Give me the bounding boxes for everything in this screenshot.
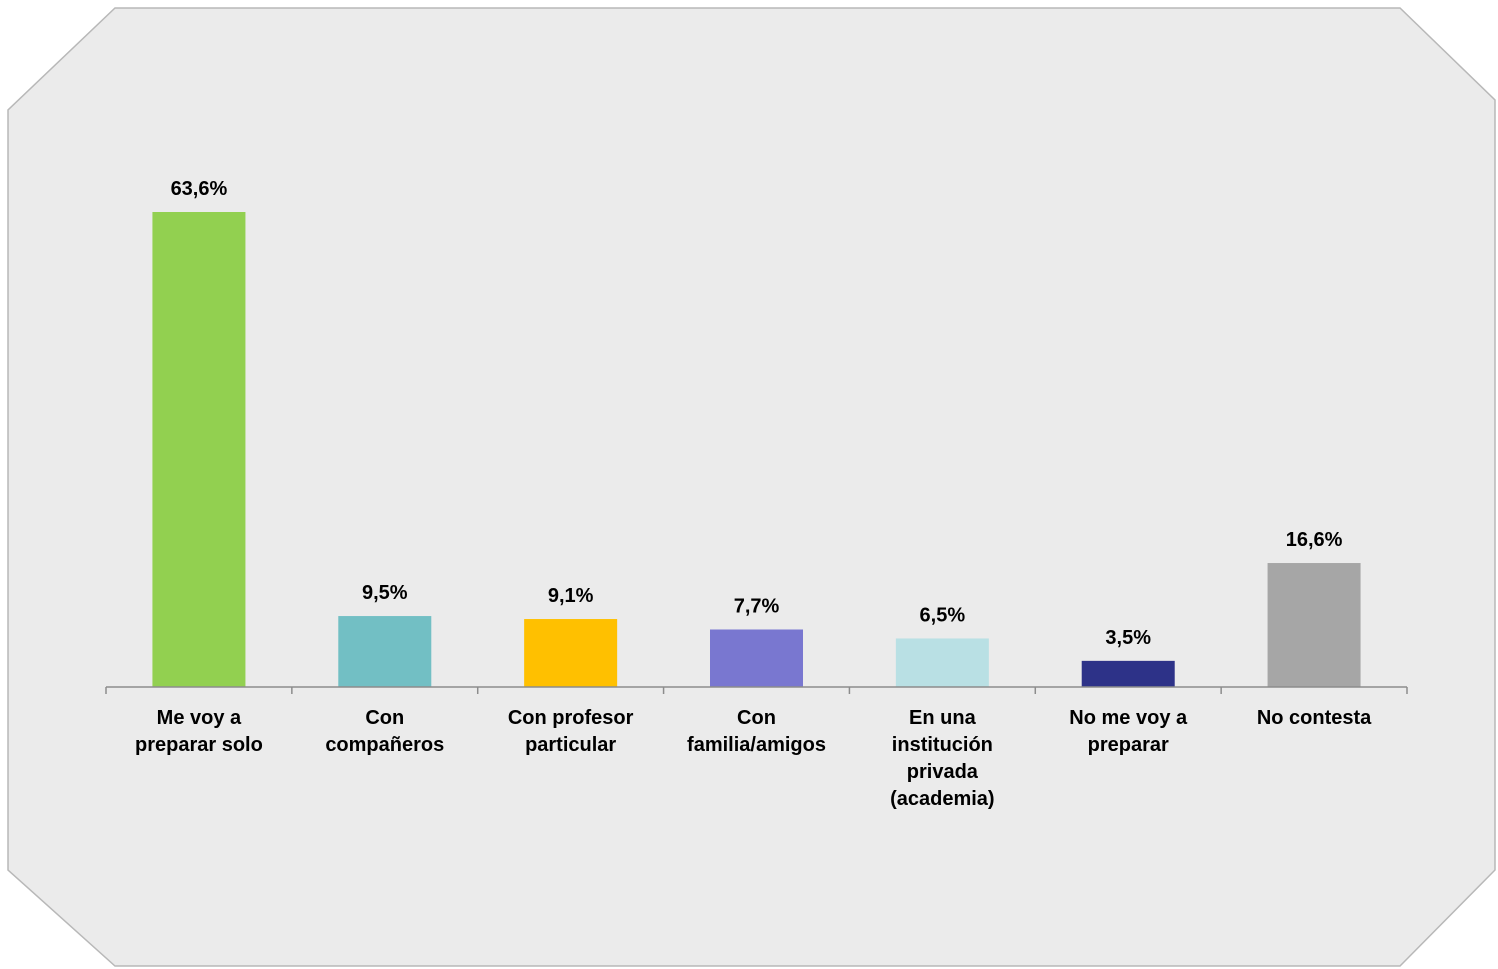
x-tick-label: Con familia/amigos: [687, 707, 826, 756]
bar: [1081, 660, 1175, 687]
x-tick-label: Me voy a preparar solo: [135, 707, 263, 756]
label-line: familia/amigos: [687, 734, 826, 756]
x-tick-label: No contesta: [1257, 707, 1372, 729]
x-tick-label: Con profesor particular: [508, 707, 634, 756]
bar: [710, 629, 803, 687]
label-line: particular: [525, 734, 616, 756]
bar: [338, 616, 432, 687]
label-line: institución: [892, 734, 993, 756]
label-line: preparar solo: [135, 734, 263, 756]
label-line: No contesta: [1257, 707, 1372, 729]
label-line: (academia): [890, 788, 995, 810]
x-tick-label: No me voy a preparar: [1069, 707, 1188, 756]
label-line: Con: [737, 707, 776, 729]
label-line: compañeros: [325, 734, 444, 756]
bar: [152, 212, 246, 687]
x-tick-label: Con compañeros: [325, 707, 444, 756]
label-line: No me voy a: [1069, 707, 1188, 729]
label-line: Con: [365, 707, 404, 729]
data-label: 6,5%: [920, 604, 966, 626]
bar: [524, 619, 618, 687]
data-label: 16,6%: [1286, 529, 1343, 551]
data-label: 3,5%: [1105, 627, 1151, 649]
label-line: Me voy a: [157, 707, 242, 729]
label-line: Con profesor: [508, 707, 634, 729]
data-label: 63,6%: [171, 178, 228, 200]
data-label: 7,7%: [734, 595, 780, 617]
bar: [1267, 563, 1361, 687]
chart-background: [7, 7, 1496, 967]
label-line: privada: [907, 761, 979, 783]
data-label: 9,5%: [362, 582, 408, 604]
x-tick-label: En una institución privada (academia): [890, 707, 995, 810]
bar: [895, 638, 989, 687]
data-label: 9,1%: [548, 585, 594, 607]
label-line: preparar: [1088, 734, 1169, 756]
label-line: En una: [909, 707, 977, 729]
